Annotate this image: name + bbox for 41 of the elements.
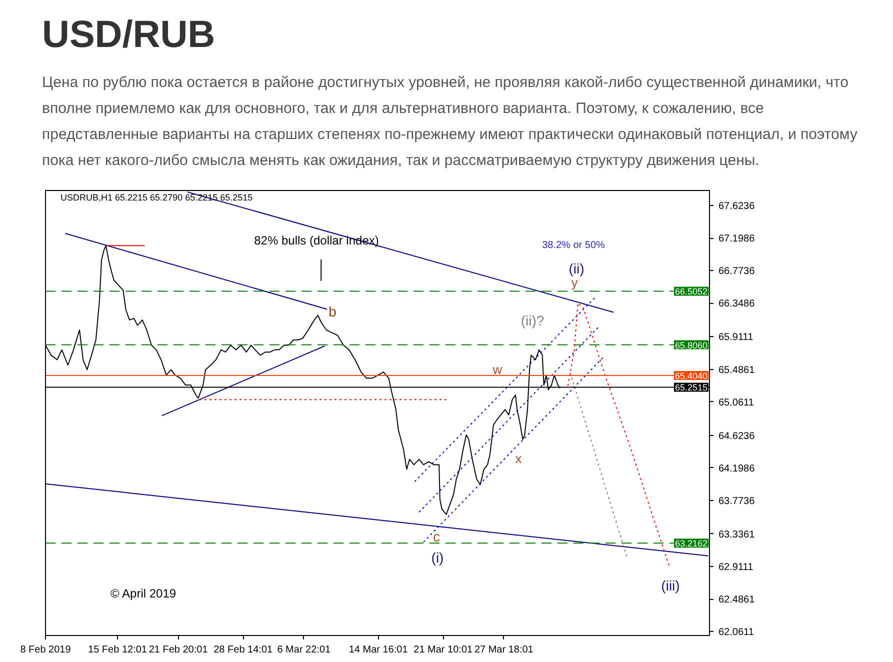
ref-line-label: 66.5052 xyxy=(674,286,708,297)
y-tick-label: 63.7736 xyxy=(718,496,756,507)
annotation: (ii) xyxy=(568,260,584,276)
annotation: (iii) xyxy=(661,578,680,594)
y-tick-label: 67.1986 xyxy=(718,234,756,245)
annotation: x xyxy=(515,451,522,466)
x-tick-label: 28 Feb 14:01 xyxy=(214,644,274,656)
y-tick-label: 63.3361 xyxy=(718,529,756,540)
line-series xyxy=(567,302,670,566)
x-tick-label: 8 Feb 2019 xyxy=(20,644,72,656)
y-tick-label: 62.9111 xyxy=(718,562,754,573)
annotation: b xyxy=(328,304,337,320)
y-tick-label: 67.6236 xyxy=(718,201,756,212)
annotation: (ii)? xyxy=(520,312,544,328)
x-tick-label: 14 Mar 16:01 xyxy=(348,644,408,656)
y-tick-label: 62.4861 xyxy=(718,594,756,606)
x-tick-label: 6 Mar 22:01 xyxy=(277,644,332,656)
x-tick-label: 27 Mar 18:01 xyxy=(474,644,534,656)
ref-line-label: 65.4040 xyxy=(674,371,708,382)
y-tick-label: 66.7736 xyxy=(718,266,756,278)
x-tick-label: 15 Feb 12:01 xyxy=(88,644,148,656)
annotation: w xyxy=(492,362,503,377)
y-tick-label: 64.1986 xyxy=(718,463,756,474)
ref-line-label: 65.2515 xyxy=(674,382,708,393)
y-tick-label: 64.6236 xyxy=(718,430,756,442)
annotation: c xyxy=(433,528,440,544)
y-tick-label: 65.0611 xyxy=(718,397,754,408)
y-tick-label: 65.9111 xyxy=(718,332,754,344)
chart-subtitle: Цена по рублю пока остается в районе достигнутых уровней, не проявляя какой-либо существенной динамики, что вполне приемлемо как для основного, так и для альтернативного варианта. Поэтому, к сожалению, все представленные варианты на старших степенях по-прежнему имеют практически одинаковый потенциал, и поэтому пока нет какого-либо смысла менять как ожидания, так и рассматриваемую структуру движения цены. xyxy=(42,73,858,171)
ref-line-label: 65.8060 xyxy=(674,340,708,350)
x-tick-label: 21 Feb 20:01 xyxy=(148,644,208,656)
y-tick-label: 65.4861 xyxy=(718,364,756,376)
y-tick-label: 62.0611 xyxy=(718,627,754,638)
annotation: © April 2019 xyxy=(110,586,176,600)
annotation: 38.2% or 50% xyxy=(542,240,606,251)
x-tick-label: 21 Mar 10:01 xyxy=(414,644,474,656)
ref-line-label: 63.2162 xyxy=(674,538,708,549)
y-tick-label: 66.3486 xyxy=(718,298,756,310)
chart-title: USD/RUB xyxy=(42,13,216,58)
annotation: (i) xyxy=(431,550,444,566)
annotation: y xyxy=(571,275,578,290)
